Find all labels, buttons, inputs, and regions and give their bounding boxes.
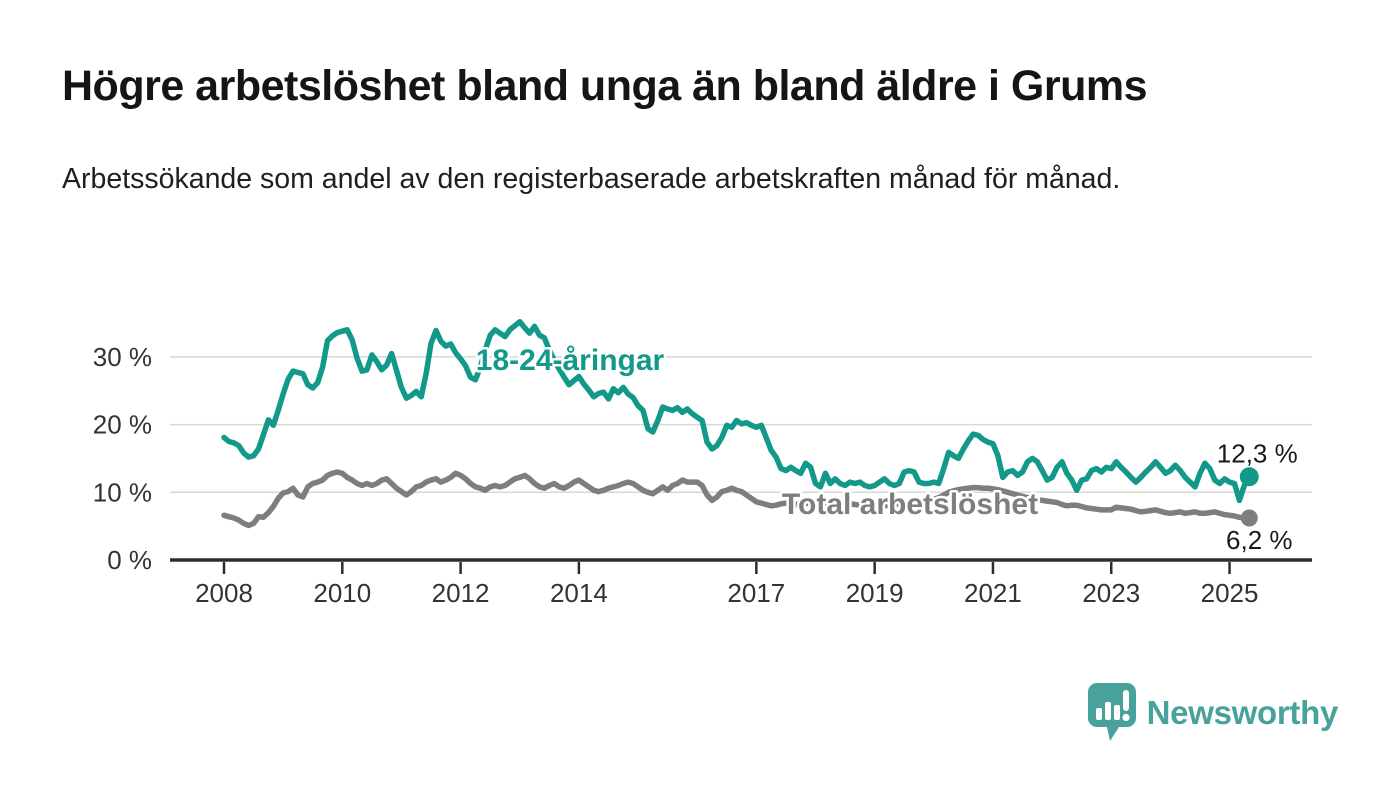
y-tick-label-0: 0 % [107, 545, 152, 575]
y-tick-label-20: 20 % [93, 410, 152, 440]
series-line-total [221, 469, 1253, 529]
x-tick-label-2021: 2021 [964, 578, 1022, 608]
page-subtitle: Arbetssökande som andel av den registerb… [62, 163, 1121, 195]
y-tick-label-30: 30 % [93, 342, 152, 372]
x-tick-label-2008: 2008 [195, 578, 253, 608]
x-tick-label-2014: 2014 [550, 578, 608, 608]
page-title: Högre arbetslöshet bland unga än bland ä… [62, 62, 1148, 110]
x-axis-tick-labels: 2008 2010 2012 2014 2017 2019 2021 2023 2025 [195, 578, 1258, 608]
series-line-young-18-24 [221, 318, 1253, 504]
endpoint-dot-young-18-24 [1239, 467, 1259, 487]
x-tick-label-2012: 2012 [432, 578, 490, 608]
newsworthy-logo: Newsworthy [1087, 682, 1338, 744]
newsworthy-logo-text: Newsworthy [1146, 694, 1339, 731]
x-tick-label-2025: 2025 [1201, 578, 1259, 608]
endpoint-dot-total [1240, 509, 1258, 527]
x-axis-ticks [222, 562, 1231, 574]
y-axis-tick-labels: 0 % 10 % 20 % 30 % [93, 342, 152, 575]
end-value-label-total: 6,2 % [1226, 525, 1293, 555]
x-tick-label-2017: 2017 [727, 578, 785, 608]
series-label-total: Total arbetslöshet [782, 488, 1038, 521]
y-tick-label-10: 10 % [93, 477, 152, 507]
x-tick-label-2019: 2019 [846, 578, 904, 608]
end-value-label-young-18-24: 12,3 % [1217, 439, 1298, 469]
newsworthy-speech-bubble-bar-chart-icon [1087, 683, 1136, 741]
x-tick-label-2010: 2010 [313, 578, 371, 608]
x-tick-label-2023: 2023 [1082, 578, 1140, 608]
series-label-young-18-24: 18-24-åringar [476, 344, 665, 377]
